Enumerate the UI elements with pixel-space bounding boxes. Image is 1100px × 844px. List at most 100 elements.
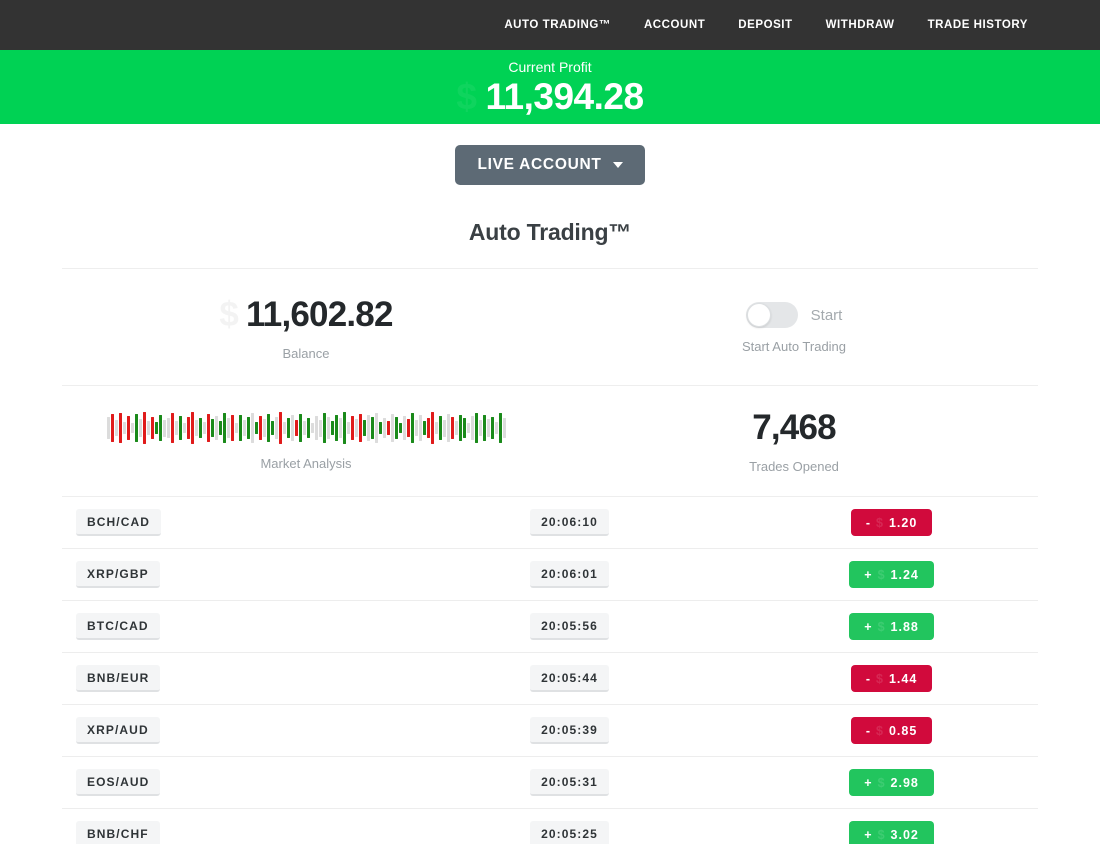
market-bar bbox=[262, 418, 266, 438]
market-bar bbox=[278, 412, 282, 444]
account-selector-row: LIVE ACCOUNT bbox=[0, 124, 1100, 185]
trade-sign: + bbox=[864, 776, 873, 790]
trade-time: 20:05:31 bbox=[530, 769, 609, 796]
balance-label: Balance bbox=[282, 346, 330, 361]
market-bar bbox=[442, 419, 446, 437]
divider-title bbox=[62, 268, 1038, 269]
market-bar bbox=[106, 417, 110, 439]
nav-deposit[interactable]: DEPOSIT bbox=[738, 19, 793, 31]
trade-pair-cell: EOS/AUD bbox=[62, 769, 394, 796]
auto-trading-caption: Start Auto Trading bbox=[741, 339, 847, 354]
nav-account[interactable]: ACCOUNT bbox=[643, 19, 706, 31]
trade-amount: 1.20 bbox=[888, 516, 918, 530]
market-bar bbox=[258, 416, 262, 440]
current-profit-label: Current Profit bbox=[508, 58, 592, 75]
market-bar bbox=[330, 420, 334, 436]
trade-pair: XRP/GBP bbox=[76, 561, 160, 588]
trade-amount-cell: - $1.20 bbox=[745, 509, 1038, 536]
market-bar bbox=[398, 422, 402, 434]
market-bar bbox=[226, 418, 230, 438]
status-badge: + $2.98 bbox=[849, 769, 934, 796]
stats-row-market: Market Analysis 7,468 Trades Opened bbox=[62, 386, 1038, 496]
toggle-knob bbox=[746, 303, 771, 327]
trade-amount-cell: + $1.88 bbox=[745, 613, 1038, 640]
market-bar bbox=[182, 423, 186, 433]
market-bar bbox=[274, 416, 278, 440]
nav-trade-history[interactable]: TRADE HISTORY bbox=[927, 19, 1028, 31]
status-badge: + $3.02 bbox=[849, 821, 934, 844]
trade-time-cell: 20:06:10 bbox=[394, 509, 745, 536]
trade-amount-cell: - $0.85 bbox=[745, 717, 1038, 744]
table-row[interactable]: XRP/AUD 20:05:39 - $0.85 bbox=[62, 705, 1038, 757]
stats-row-balance: $ 11,602.82 Balance Start Start Auto Tra… bbox=[62, 269, 1038, 385]
market-bar bbox=[302, 421, 306, 435]
trade-time-cell: 20:05:44 bbox=[394, 665, 745, 692]
market-bar bbox=[478, 420, 482, 436]
table-row[interactable]: BNB/CHF 20:05:25 + $3.02 bbox=[62, 809, 1038, 844]
trade-pair-cell: BNB/CHF bbox=[62, 821, 394, 844]
market-bar bbox=[110, 414, 114, 442]
market-bar bbox=[438, 415, 442, 441]
market-bar bbox=[138, 418, 142, 438]
market-bar bbox=[270, 420, 274, 436]
market-bar bbox=[310, 422, 314, 434]
market-bar bbox=[202, 421, 206, 435]
market-bar bbox=[170, 413, 174, 443]
trade-sign: + bbox=[864, 620, 873, 634]
trade-time: 20:05:56 bbox=[530, 613, 609, 640]
nav-withdraw[interactable]: WITHDRAW bbox=[825, 19, 895, 31]
table-row[interactable]: XRP/GBP 20:06:01 + $1.24 bbox=[62, 549, 1038, 601]
market-bar bbox=[374, 412, 378, 444]
market-analysis-chart bbox=[106, 411, 506, 445]
market-bar bbox=[394, 416, 398, 440]
market-bar bbox=[234, 422, 238, 434]
trade-pair-cell: XRP/AUD bbox=[62, 717, 394, 744]
market-bar bbox=[466, 422, 470, 434]
market-bar bbox=[494, 421, 498, 435]
market-bar bbox=[406, 418, 410, 438]
market-bar bbox=[206, 414, 210, 442]
market-bar bbox=[150, 416, 154, 440]
nav-list: AUTO TRADING™ ACCOUNT DEPOSIT WITHDRAW TRADE… bbox=[504, 19, 1028, 31]
market-bar bbox=[222, 412, 226, 444]
market-bar bbox=[162, 419, 166, 437]
currency-symbol: $ bbox=[877, 568, 886, 582]
currency-symbol: $ bbox=[219, 295, 239, 334]
market-bar bbox=[322, 413, 326, 443]
nav-auto-trading[interactable]: AUTO TRADING™ bbox=[504, 19, 611, 31]
auto-trading-panel: Auto Trading™ $ 11,602.82 Balance Start … bbox=[62, 185, 1038, 844]
table-row[interactable]: BNB/EUR 20:05:44 - $1.44 bbox=[62, 653, 1038, 705]
trade-amount-cell: + $3.02 bbox=[745, 821, 1038, 844]
market-bar bbox=[462, 418, 466, 438]
currency-symbol: $ bbox=[877, 776, 886, 790]
market-bar bbox=[134, 413, 138, 443]
market-bar bbox=[434, 422, 438, 434]
market-analysis-stat: Market Analysis bbox=[62, 408, 550, 474]
trade-amount: 3.02 bbox=[890, 828, 919, 842]
auto-trading-toggle[interactable] bbox=[745, 302, 798, 328]
table-row[interactable]: BCH/CAD 20:06:10 - $1.20 bbox=[62, 497, 1038, 549]
balance-amount: 11,602.82 bbox=[246, 295, 393, 334]
market-analysis-label: Market Analysis bbox=[260, 456, 352, 471]
live-account-label: LIVE ACCOUNT bbox=[477, 156, 602, 173]
balance-value: $ 11,602.82 bbox=[219, 295, 393, 335]
market-bar bbox=[286, 418, 290, 438]
market-bar bbox=[254, 421, 258, 435]
market-bar bbox=[230, 415, 234, 441]
market-bar bbox=[362, 420, 366, 436]
market-bar bbox=[158, 415, 162, 441]
market-bar bbox=[482, 415, 486, 441]
live-account-dropdown[interactable]: LIVE ACCOUNT bbox=[455, 145, 645, 185]
table-row[interactable]: BTC/CAD 20:05:56 + $1.88 bbox=[62, 601, 1038, 653]
trade-sign: - bbox=[865, 672, 872, 686]
market-bar bbox=[306, 417, 310, 439]
table-row[interactable]: EOS/AUD 20:05:31 + $2.98 bbox=[62, 757, 1038, 809]
status-badge: + $1.88 bbox=[849, 613, 934, 640]
market-bar bbox=[318, 419, 322, 437]
market-bar bbox=[326, 417, 330, 439]
trade-amount-cell: - $1.44 bbox=[745, 665, 1038, 692]
market-bar bbox=[210, 419, 214, 437]
currency-symbol: $ bbox=[456, 75, 477, 117]
market-bar bbox=[366, 415, 370, 441]
trade-sign: + bbox=[864, 568, 873, 582]
